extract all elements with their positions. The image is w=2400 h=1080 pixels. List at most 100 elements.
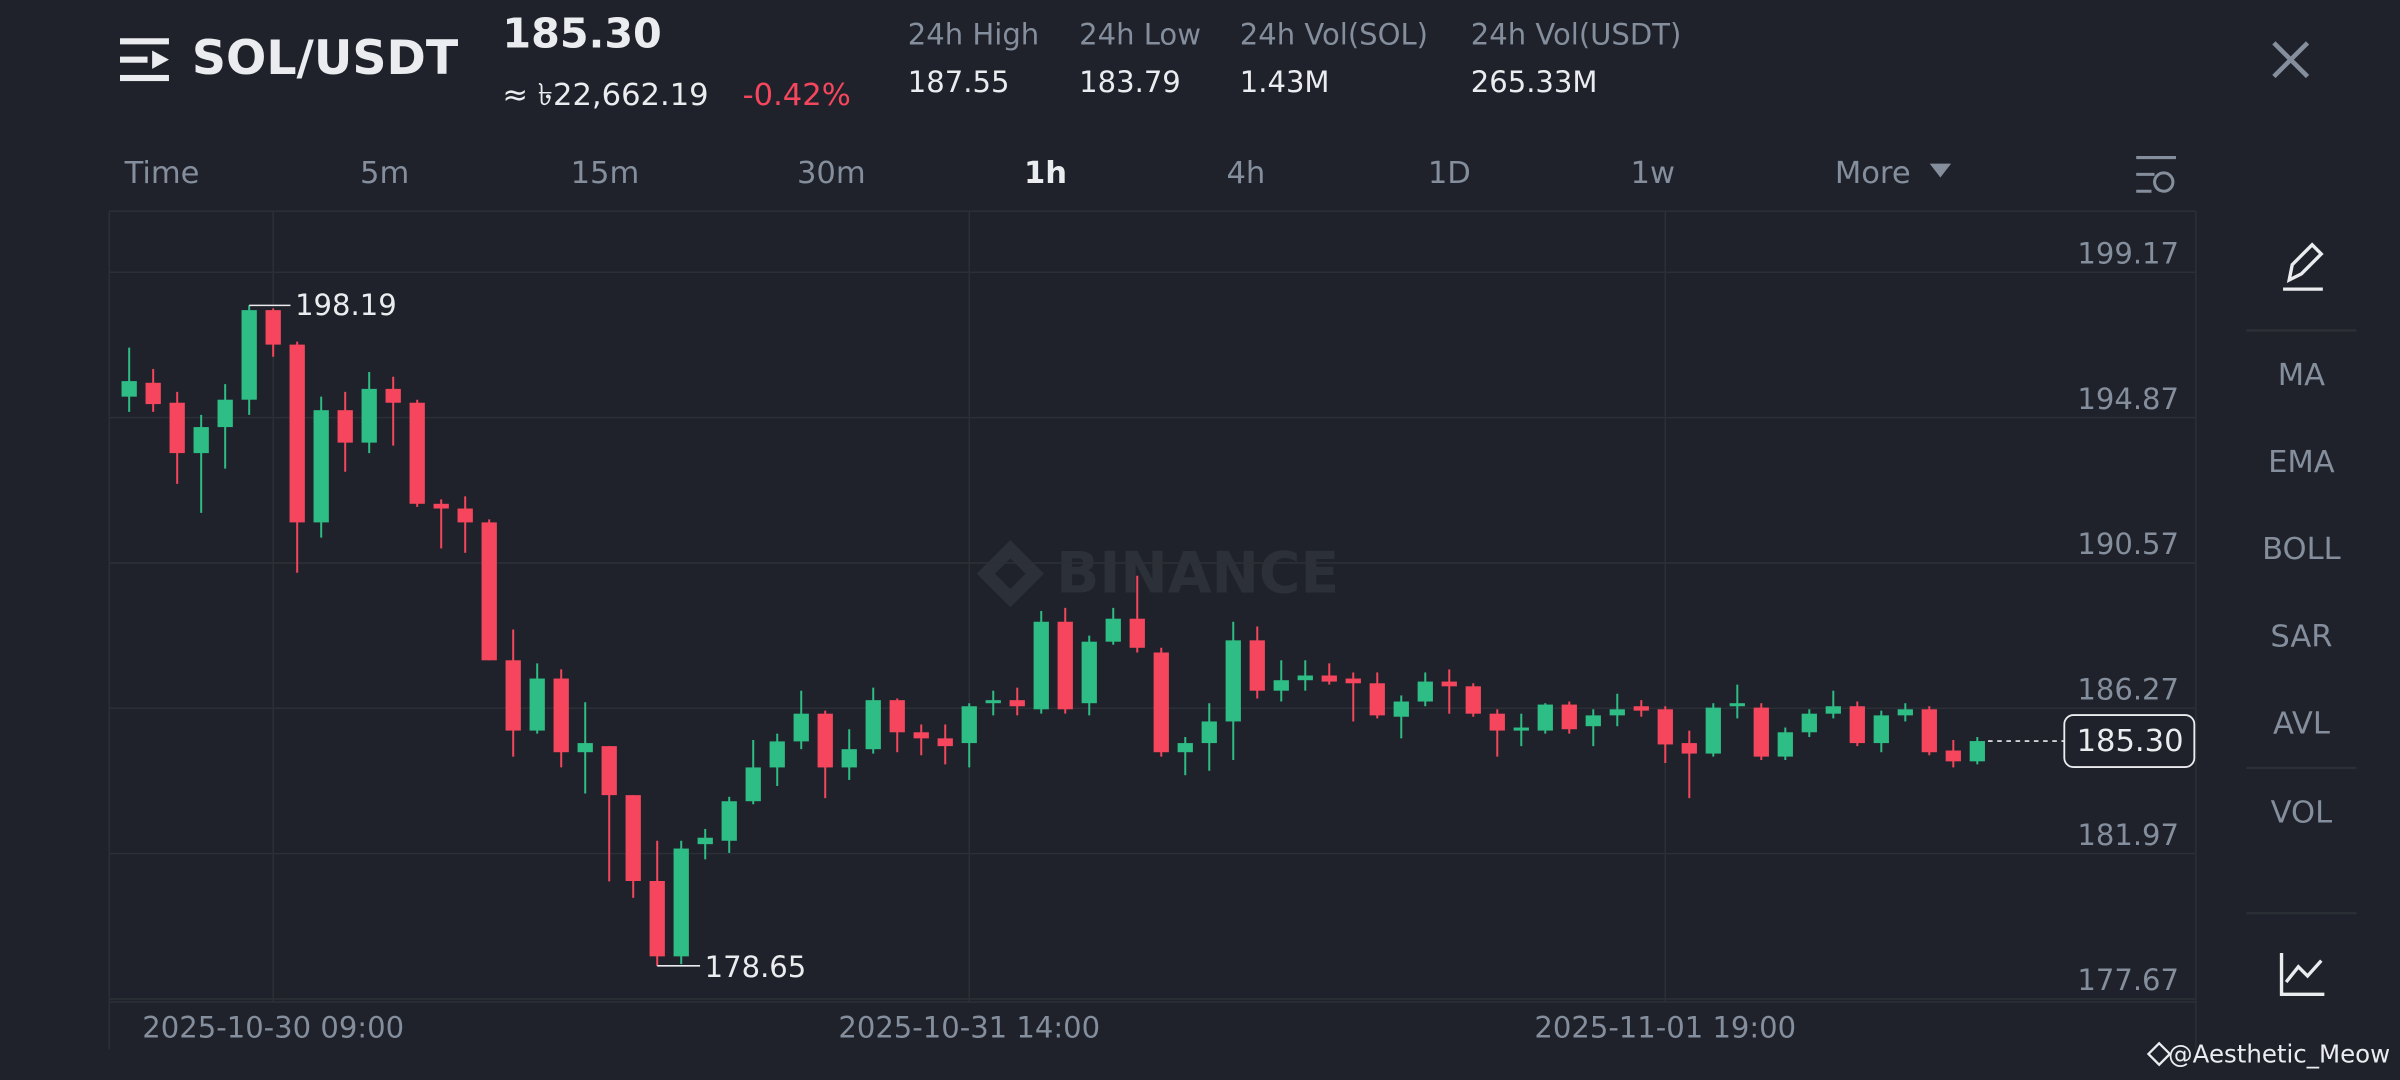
candle-body (697, 837, 713, 845)
candle-body (145, 382, 161, 405)
price: 185.30 (502, 10, 661, 58)
y-tick-label: 194.87 (2077, 382, 2179, 416)
menu-icon[interactable] (120, 38, 169, 82)
candle-body (601, 746, 617, 796)
indicator[interactable]: BOLL (2262, 532, 2341, 567)
candle-body (217, 399, 233, 428)
candle-body (505, 660, 521, 731)
stat-value: 1.43M (1240, 65, 1330, 99)
chart-type-icon[interactable] (2279, 953, 2325, 997)
candle-body (1897, 709, 1913, 716)
candle-body (121, 381, 137, 397)
indicator[interactable]: SAR (2270, 619, 2332, 654)
last-price-label: 185.30 (2077, 724, 2184, 759)
x-tick-label: 2025-11-01 19:00 (1534, 1011, 1796, 1045)
settings-icon[interactable] (2136, 156, 2176, 193)
candle-body (1201, 721, 1217, 744)
candle-body (985, 700, 1001, 704)
candle-body (1105, 618, 1121, 642)
credit-icon (2146, 1041, 2172, 1067)
candle-body (1393, 701, 1409, 717)
interval-tab[interactable]: 30m (797, 156, 866, 191)
candle-body (337, 410, 353, 443)
x-tick-label: 2025-10-30 09:00 (142, 1011, 404, 1045)
candle-body (1081, 641, 1097, 704)
candle-body (1057, 621, 1073, 710)
candle-body (721, 801, 737, 841)
stat-value: 265.33M (1471, 65, 1598, 99)
watermark: BINANCE (976, 540, 1339, 608)
interval-tab[interactable]: 5m (360, 156, 409, 191)
candle-body (1633, 706, 1649, 711)
interval-tabs: Time 5m 15m 30m 1h 4h 1D 1w More (124, 156, 1952, 191)
candle-body (241, 310, 257, 400)
draw-tool-icon[interactable] (2283, 242, 2324, 291)
candle-body (817, 713, 833, 768)
plot-frame (108, 210, 2197, 1050)
candle-body (649, 880, 665, 957)
candle-body (1273, 680, 1289, 691)
stat-label: 24h Vol(USDT) (1471, 18, 1682, 52)
indicator[interactable]: EMA (2268, 445, 2335, 480)
stat-label: 24h Low (1079, 18, 1201, 52)
plot: 177.67 181.97 186.27 190.57 194.87 199.17 2025… (109, 211, 2196, 1045)
pair[interactable]: SOL/USDT (192, 31, 459, 86)
indicator[interactable]: AVL (2273, 707, 2330, 742)
candle-body (481, 522, 497, 661)
candle-body (1441, 681, 1457, 687)
interval-tab[interactable]: 15m (571, 156, 640, 191)
fiat-price: ≈ ৳22,662.19 (502, 78, 708, 113)
candle-body (1753, 707, 1769, 757)
indicator[interactable]: VOL (2271, 795, 2333, 830)
interval-tab[interactable]: Time (124, 156, 200, 191)
candle-body (1345, 678, 1361, 684)
y-tick-label: 190.57 (2077, 527, 2179, 561)
candle-body (1705, 707, 1721, 754)
candle-body (1225, 640, 1241, 722)
y-tick-label: 177.67 (2077, 963, 2179, 997)
candle-body (1513, 727, 1529, 731)
interval-tab[interactable]: 1w (1631, 156, 1675, 191)
indicator[interactable]: MA (2278, 358, 2325, 393)
y-tick-label: 199.17 (2077, 236, 2179, 270)
credit: @Aesthetic_Meow (2168, 1040, 2390, 1069)
candle-body (1825, 706, 1841, 714)
candle-body (1153, 652, 1169, 753)
candle-body (1033, 621, 1049, 710)
stat-value: 187.55 (908, 65, 1010, 99)
candle-body (265, 310, 281, 345)
candle-body (865, 700, 881, 750)
close-button[interactable] (2272, 41, 2310, 79)
candle-body (1873, 715, 1889, 744)
candle-body (1177, 743, 1193, 753)
interval-tab[interactable]: More (1835, 156, 1911, 191)
candle-body (1609, 709, 1625, 716)
more-arrow (1929, 163, 1952, 178)
candle-body (1465, 686, 1481, 714)
candle-body (1729, 703, 1745, 707)
candle-body (1801, 713, 1817, 733)
candle-body (1297, 675, 1313, 681)
candle-body (433, 503, 449, 509)
candle-body (193, 427, 209, 454)
high-label: 198.19 (295, 288, 397, 322)
candle-body (385, 388, 401, 403)
indicator-panel: MA EMA BOLL SAR AVL VOL (2262, 358, 2341, 831)
candle-body (1561, 704, 1577, 730)
interval-tab[interactable]: 4h (1226, 156, 1265, 191)
candle-body (1249, 640, 1265, 691)
candle-body (793, 713, 809, 742)
candle-body (1129, 618, 1145, 648)
candle-body (1417, 681, 1433, 702)
candle-body (673, 848, 689, 957)
y-tick-label: 186.27 (2077, 672, 2179, 706)
candle-body (1945, 750, 1961, 762)
interval-tab[interactable]: 1h (1024, 156, 1067, 191)
candle-body (1585, 715, 1601, 727)
candle-body (1681, 743, 1697, 754)
side-separators (2246, 329, 2357, 915)
candle-body (1537, 704, 1553, 731)
interval-tab[interactable]: 1D (1428, 156, 1471, 191)
